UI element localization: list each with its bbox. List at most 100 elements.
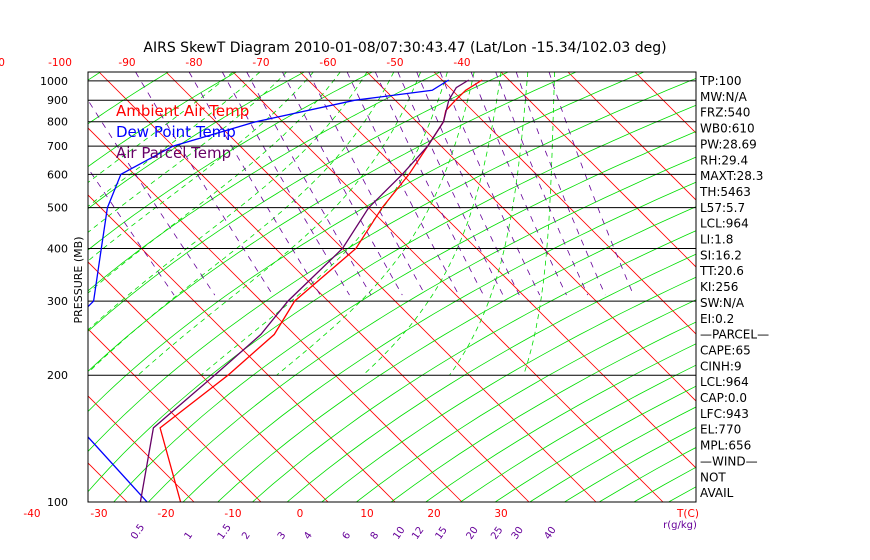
dry-adiabat-line <box>356 299 696 502</box>
x-top-tick-label: -70 <box>252 57 269 69</box>
mixing-ratio-line <box>88 99 216 296</box>
index-value: LCL:964 <box>700 375 749 389</box>
mixing-ratio-line <box>397 72 504 296</box>
isotherm-line <box>165 72 597 502</box>
y-tick-label: 200 <box>47 369 68 382</box>
index-value: WB0:610 <box>700 122 755 136</box>
index-value: PW:28.69 <box>700 137 757 151</box>
dry-adiabat-line <box>88 72 441 292</box>
mixing-ratio-line <box>246 72 372 296</box>
y-tick-label: 100 <box>47 496 68 509</box>
legend-item: Ambient Air Temp <box>116 102 249 120</box>
moist-adiabat-line <box>88 72 368 331</box>
dry-adiabat-line <box>390 321 696 502</box>
dry-adiabat-line <box>425 343 696 502</box>
mixing-ratio-line <box>515 72 606 296</box>
dry-adiabat-line <box>88 72 509 332</box>
index-value: CAPE:65 <box>700 343 751 357</box>
mixing-ratio-label: 0.5 <box>129 522 147 541</box>
index-value: FRZ:540 <box>700 106 750 120</box>
mixing-ratio-label: 3 <box>276 530 289 542</box>
isotherm-line <box>366 72 696 402</box>
dry-adiabat-line <box>88 72 645 413</box>
dry-adiabat-line <box>668 486 696 502</box>
mixing-ratio-label: 25 <box>489 525 505 542</box>
mixing-ratio-label: 2 <box>240 530 253 542</box>
dry-adiabat-line <box>494 385 696 502</box>
moist-adiabat-line <box>276 72 475 376</box>
dry-adiabat-line <box>182 181 696 502</box>
index-value: EI:0.2 <box>700 312 734 326</box>
isotherm-line <box>88 127 463 502</box>
mixing-ratio-label: 12 <box>410 525 426 542</box>
index-value: KI:256 <box>700 280 738 294</box>
index-value: TP:100 <box>699 74 742 88</box>
dry-adiabat-line <box>217 206 696 502</box>
mixing-ratio-label: 1.5 <box>216 522 234 541</box>
mixing-ratio-line <box>88 167 175 296</box>
moist-adiabat-line <box>88 72 314 262</box>
mixing-ratio-line <box>416 72 520 296</box>
index-value: —PARCEL— <box>700 328 769 342</box>
dry-adiabat-line <box>88 77 696 452</box>
y-tick-label: 700 <box>47 140 68 153</box>
x-top-tick-label: -90 <box>118 57 135 69</box>
x-bottom-tick-label: 30 <box>494 508 507 520</box>
mixing-ratio-label: 40 <box>542 525 558 542</box>
y-tick-label: 1000 <box>40 75 68 88</box>
mixing-ratio-label: 8 <box>369 530 382 542</box>
x-top-tick-label: -100 <box>48 57 72 69</box>
mixing-ratio-unit-label: r(g/kg) <box>663 520 697 531</box>
dry-adiabat-line <box>88 104 696 493</box>
x-bottom-tick-label: 0 <box>297 508 304 520</box>
isotherm-line <box>88 395 195 502</box>
isotherm-line <box>0 72 60 502</box>
dry-adiabat-line <box>88 72 237 168</box>
index-value: AVAIL <box>700 486 734 500</box>
y-tick-label: 400 <box>47 242 68 255</box>
dry-adiabat-line <box>88 72 305 210</box>
isotherm-line <box>567 72 696 201</box>
index-value: SW:N/A <box>700 296 745 310</box>
x-top-tick-label: -60 <box>319 57 336 69</box>
isotherm-line <box>232 72 664 502</box>
plot-frame <box>87 71 697 503</box>
index-value: —WIND— <box>700 454 758 468</box>
mixing-ratio-line <box>188 72 321 296</box>
index-value: LI:1.8 <box>700 233 733 247</box>
series-line-ambient-air-temp <box>159 79 483 502</box>
index-value: MAXT:28.3 <box>700 169 763 183</box>
mixing-ratio-line <box>495 72 589 296</box>
index-value: LFC:943 <box>700 407 749 421</box>
mixing-ratio-line <box>221 72 350 296</box>
series-line-dew-point-temp <box>88 79 450 502</box>
mixing-ratio-label: 20 <box>465 525 481 542</box>
index-value: TT:20.6 <box>699 264 744 278</box>
moist-adiabat-line <box>88 72 287 233</box>
x-bottom-tick-label: -40 <box>23 508 40 520</box>
mixing-ratio-label: 6 <box>341 530 354 542</box>
index-value: CAP:0.0 <box>700 391 747 405</box>
mixing-ratio-line <box>308 72 426 296</box>
mixing-ratio-line <box>346 72 460 296</box>
x-bottom-unit-label: T(C) <box>676 508 699 520</box>
dry-adiabat-line <box>842 72 870 502</box>
isotherm-line <box>88 462 128 502</box>
legend-item: Dew Point Temp <box>116 123 236 141</box>
y-tick-label: 800 <box>47 116 68 129</box>
moist-adiabat-line <box>88 72 395 374</box>
isotherm-line <box>88 261 329 502</box>
isotherm-line <box>88 328 262 502</box>
dry-adiabat-line <box>738 72 870 502</box>
dry-adiabat-line <box>88 72 101 81</box>
x-bottom-tick-label: -20 <box>157 508 174 520</box>
index-value: RH:29.4 <box>700 153 748 167</box>
mixing-ratio-line <box>470 72 567 296</box>
y-tick-label: 300 <box>47 295 68 308</box>
dry-adiabat-line <box>252 230 696 502</box>
dry-adiabat-line <box>88 72 373 251</box>
isotherm-line <box>88 194 396 502</box>
x-bottom-tick-label: 10 <box>360 508 373 520</box>
